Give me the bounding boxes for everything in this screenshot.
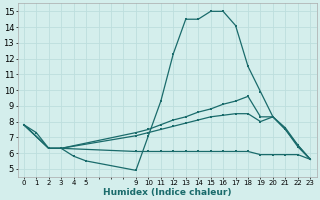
X-axis label: Humidex (Indice chaleur): Humidex (Indice chaleur) bbox=[103, 188, 231, 197]
